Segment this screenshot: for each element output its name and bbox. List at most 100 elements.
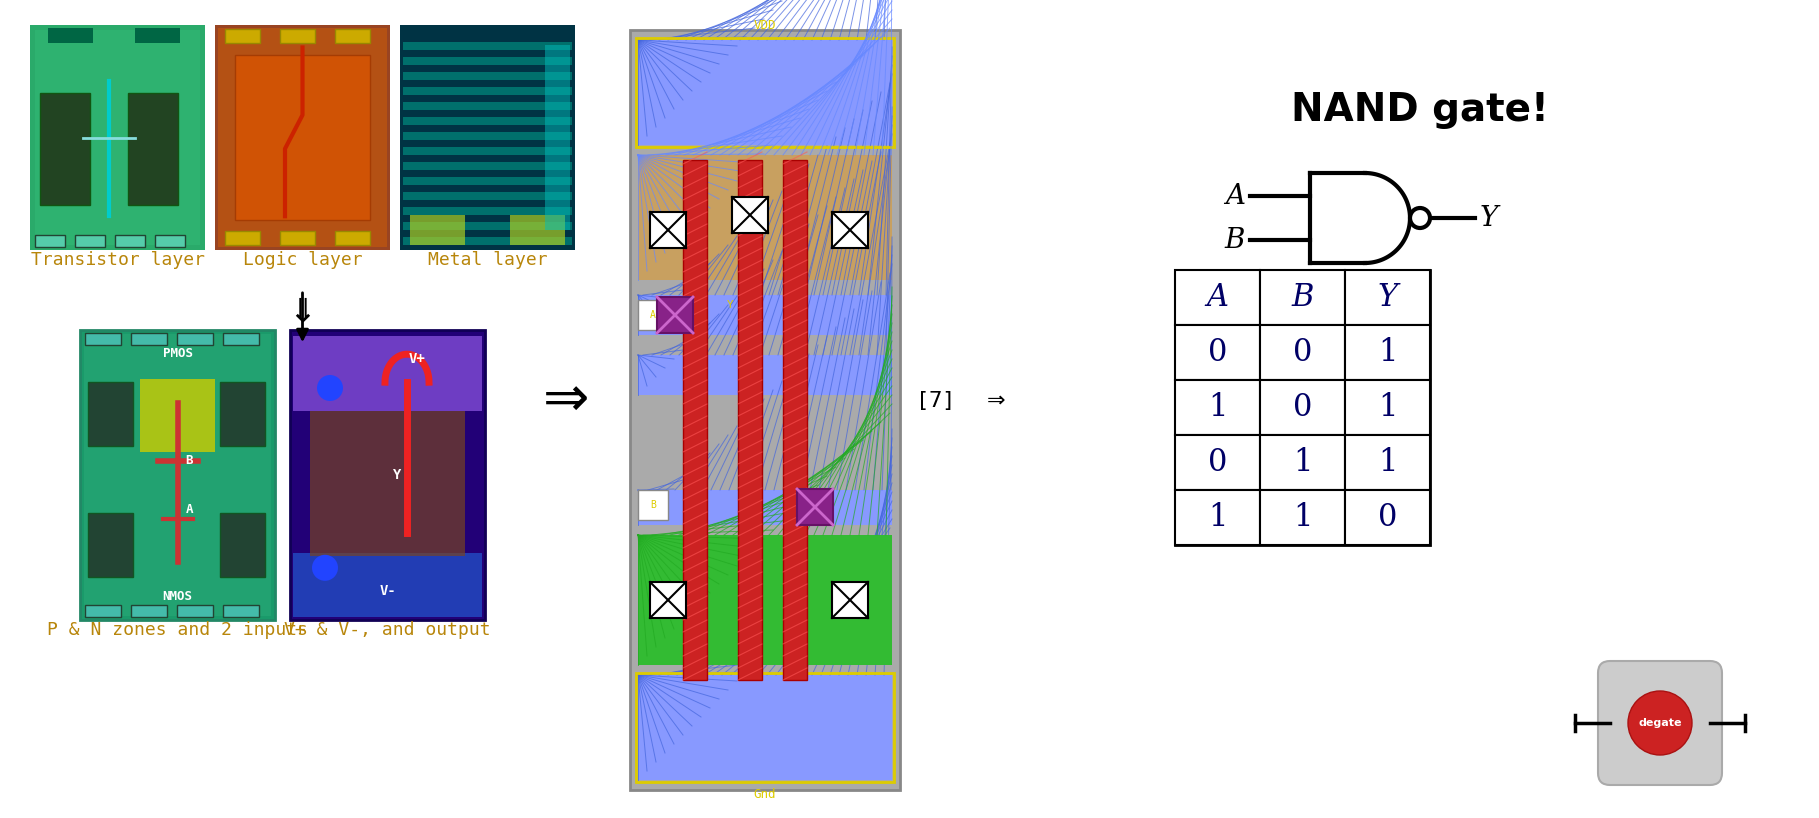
Circle shape <box>1410 208 1430 228</box>
Bar <box>85 333 122 345</box>
Text: V-: V- <box>378 584 397 598</box>
Bar <box>404 72 571 80</box>
Bar <box>220 382 266 446</box>
Bar <box>546 45 569 230</box>
Bar <box>404 57 571 65</box>
Text: A: A <box>649 310 657 320</box>
Bar <box>638 535 891 665</box>
Text: Metal layer: Metal layer <box>427 251 548 269</box>
Bar <box>1261 380 1344 435</box>
Text: Y: Y <box>726 300 733 310</box>
Text: 1: 1 <box>1208 392 1228 423</box>
Text: Y: Y <box>393 468 402 482</box>
Text: 1: 1 <box>1377 337 1397 368</box>
Text: A: A <box>1206 282 1228 313</box>
Circle shape <box>1628 691 1692 755</box>
Bar <box>404 192 571 200</box>
Bar <box>1175 270 1430 545</box>
Bar <box>404 177 571 185</box>
Bar <box>176 333 213 345</box>
Text: NMOS: NMOS <box>162 591 193 604</box>
Bar <box>280 231 315 245</box>
Bar <box>1261 270 1344 325</box>
Bar <box>224 333 258 345</box>
Bar <box>215 25 389 250</box>
Bar <box>280 29 315 43</box>
Circle shape <box>313 555 338 581</box>
Bar <box>309 411 466 556</box>
Bar <box>80 330 275 620</box>
Bar <box>85 605 122 617</box>
Bar <box>831 212 868 248</box>
Bar <box>400 25 575 250</box>
Bar <box>657 297 693 333</box>
Text: degate: degate <box>1639 718 1683 728</box>
Text: 1: 1 <box>1293 502 1311 533</box>
Bar <box>131 333 167 345</box>
Text: 0: 0 <box>1377 502 1397 533</box>
Bar <box>1175 490 1261 545</box>
Text: 0: 0 <box>1208 337 1228 368</box>
Bar <box>404 117 571 125</box>
Bar <box>1175 325 1261 380</box>
Bar <box>1175 270 1261 325</box>
Text: V+: V+ <box>409 352 426 366</box>
Bar <box>409 215 466 245</box>
Text: 1: 1 <box>1377 392 1397 423</box>
FancyBboxPatch shape <box>1599 661 1723 785</box>
Bar <box>782 160 808 680</box>
Bar <box>638 40 891 145</box>
Bar <box>127 92 178 205</box>
Text: VDD: VDD <box>753 19 777 32</box>
Bar <box>831 582 868 618</box>
Bar <box>1261 435 1344 490</box>
Bar <box>35 235 65 247</box>
Bar <box>75 235 106 247</box>
Bar <box>404 237 571 245</box>
Bar <box>404 42 571 50</box>
Bar <box>638 300 668 330</box>
Bar <box>1344 270 1430 325</box>
Text: Logic layer: Logic layer <box>242 251 362 269</box>
Bar <box>649 582 686 618</box>
Text: 0: 0 <box>1293 392 1311 423</box>
Bar <box>84 334 271 616</box>
Bar <box>226 231 260 245</box>
Bar <box>335 29 369 43</box>
Text: V+ & V-, and output: V+ & V-, and output <box>284 621 491 639</box>
Bar <box>131 605 167 617</box>
Bar <box>509 215 566 245</box>
Bar <box>140 380 215 452</box>
Bar <box>135 28 180 43</box>
Bar <box>40 92 89 205</box>
Bar <box>638 490 668 520</box>
Bar <box>224 605 258 617</box>
Bar <box>649 212 686 248</box>
Bar <box>293 553 482 617</box>
Bar <box>638 295 891 335</box>
Bar <box>731 197 768 233</box>
Bar <box>218 28 387 247</box>
Bar <box>87 382 133 446</box>
Bar <box>1344 325 1430 380</box>
Bar <box>289 330 486 620</box>
Bar <box>638 155 891 280</box>
Bar <box>1261 325 1344 380</box>
Text: 0: 0 <box>1208 447 1228 478</box>
Bar <box>87 513 133 577</box>
Bar <box>1344 380 1430 435</box>
Bar <box>629 30 900 790</box>
Bar <box>638 535 891 665</box>
Bar <box>1175 380 1261 435</box>
Text: 0: 0 <box>1293 337 1311 368</box>
Text: B: B <box>649 500 657 510</box>
Bar <box>797 489 833 525</box>
Bar <box>35 30 200 245</box>
Text: A: A <box>186 503 193 516</box>
Text: $\Rightarrow$: $\Rightarrow$ <box>531 373 588 427</box>
Text: Transistor layer: Transistor layer <box>31 251 204 269</box>
Text: Y: Y <box>1481 204 1499 231</box>
Text: 1: 1 <box>1293 447 1311 478</box>
Bar <box>638 675 891 780</box>
Bar <box>637 38 893 147</box>
